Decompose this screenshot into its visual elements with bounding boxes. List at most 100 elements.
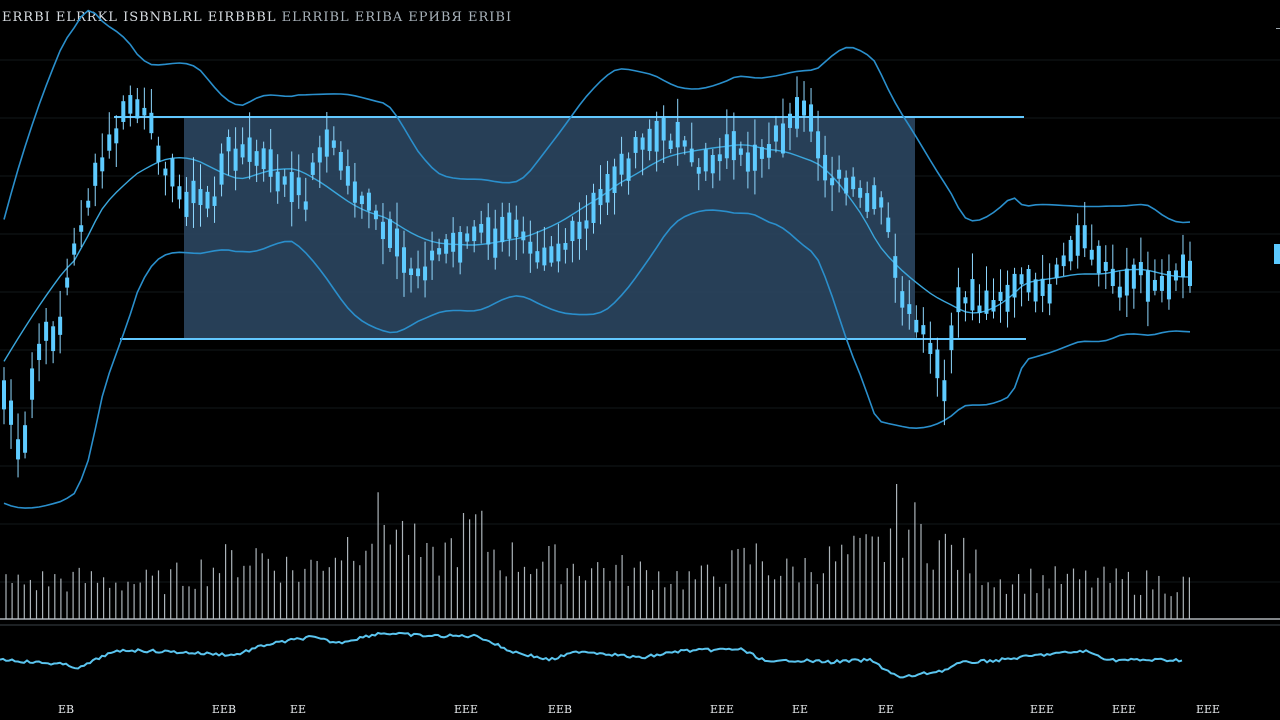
x-tick-label: ЕЕВ	[547, 703, 573, 716]
candle-body	[1019, 274, 1024, 285]
candle-body	[949, 325, 954, 351]
candle-body	[816, 131, 821, 159]
candle-body	[310, 162, 315, 175]
candle-body	[58, 316, 63, 335]
candle-body	[458, 232, 463, 263]
candle-body	[970, 279, 975, 311]
candle-body	[275, 171, 280, 192]
candle-body	[493, 228, 498, 258]
candle-body	[942, 380, 947, 402]
x-tick-label: ЕЕ	[289, 703, 307, 716]
chart-title: ЕRRBI ЕLRRKL ISBNBLRL ЕIRBBBL ЕLRRIBL ЕR…	[2, 10, 512, 25]
candle-body	[823, 154, 828, 181]
candle-body	[16, 439, 21, 460]
chart-title-part-2: ЕLRRIBL ЕRIBA ЕРИВЯ ЕRIBI	[281, 10, 513, 25]
candle-body	[851, 176, 856, 190]
candle-body	[724, 134, 729, 159]
candle-body	[1103, 261, 1108, 271]
candle-body	[605, 174, 610, 203]
candle-body	[752, 144, 757, 171]
candle-body	[507, 212, 512, 239]
candle-body	[647, 128, 652, 152]
candle-body	[865, 193, 870, 212]
candle-body	[100, 157, 105, 172]
axis-tick-top	[1276, 28, 1280, 29]
candle-body	[465, 233, 470, 242]
candle-body	[984, 290, 989, 314]
candle-body	[535, 251, 540, 263]
candle-body	[352, 181, 357, 203]
candle-body	[51, 326, 56, 352]
candle-body	[296, 177, 301, 196]
candle-body	[317, 147, 322, 163]
candle-body	[177, 186, 182, 200]
candle-body	[163, 168, 168, 176]
candle-body	[991, 300, 996, 312]
candle-body	[668, 140, 673, 150]
candle-body	[879, 197, 884, 208]
candle-body	[142, 107, 147, 116]
candle-body	[37, 343, 42, 361]
candle-body	[858, 187, 863, 198]
candle-body	[1096, 245, 1101, 274]
candle-body	[472, 226, 477, 242]
candle-body	[717, 154, 722, 162]
candle-body	[844, 177, 849, 194]
candle-body	[766, 144, 771, 158]
candle-body	[121, 101, 126, 122]
candle-body	[437, 248, 442, 255]
x-tick-label: ЕЕЕ	[453, 703, 479, 716]
candle-body	[591, 192, 596, 223]
candle-body	[1082, 225, 1087, 249]
candle-body	[240, 144, 245, 158]
candle-body	[928, 342, 933, 354]
candle-body	[156, 145, 161, 163]
candle-body	[1040, 278, 1045, 296]
candle-body	[444, 239, 449, 254]
x-tick-label: ЕВ	[57, 703, 75, 716]
candle-body	[2, 380, 6, 410]
bollinger-lower	[3, 209, 1191, 509]
oscillator-line	[0, 631, 1183, 679]
candle-body	[795, 97, 800, 129]
candle-body	[577, 221, 582, 239]
candle-body	[682, 140, 687, 147]
candle-body	[366, 192, 371, 211]
candle-body	[731, 131, 736, 161]
candle-body	[696, 167, 701, 174]
bollinger-upper	[3, 9, 1191, 224]
x-tick-label: ЕЕЕ	[709, 703, 735, 716]
candle-body	[1173, 270, 1178, 281]
x-tick-label: ЕЕЕ	[1111, 703, 1137, 716]
candle-body	[1068, 239, 1073, 262]
candle-body	[331, 140, 336, 148]
candle-body	[759, 146, 764, 159]
candle-body	[626, 158, 631, 181]
candle-body	[1117, 286, 1122, 298]
candle-body	[514, 219, 519, 237]
candle-body	[956, 287, 961, 313]
candle-body	[963, 297, 968, 304]
candle-body	[809, 104, 814, 132]
candle-body	[394, 228, 399, 257]
x-tick-label: ЕЕ	[877, 703, 895, 716]
candle-body	[451, 232, 456, 252]
candle-body	[212, 196, 217, 206]
candle-body	[72, 243, 77, 255]
candle-body	[128, 95, 133, 114]
candle-body	[219, 153, 224, 185]
candle-body	[598, 189, 603, 206]
candle-body	[1061, 255, 1066, 267]
candle-body	[65, 277, 70, 288]
candle-body	[745, 152, 750, 172]
candle-body	[184, 191, 189, 217]
candle-body	[830, 178, 835, 186]
candle-body	[1075, 225, 1080, 256]
candle-body	[261, 148, 266, 170]
candle-body	[1166, 270, 1171, 300]
candle-body	[998, 291, 1003, 301]
candle-body	[633, 137, 638, 153]
candle-body	[1012, 273, 1017, 298]
candle-body	[486, 217, 491, 245]
